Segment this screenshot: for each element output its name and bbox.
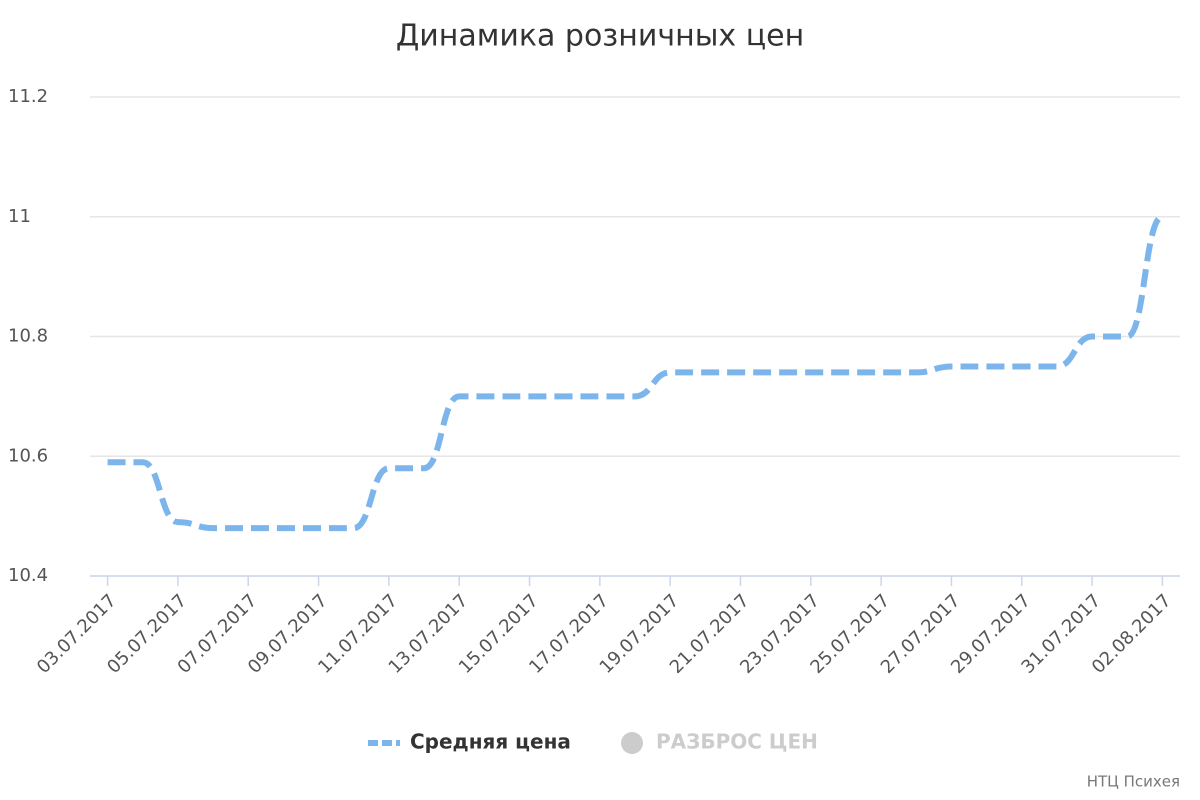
credit[interactable]: НТЦ Психея [1087, 773, 1180, 791]
legend-label[interactable]: РАЗБРОС ЦЕН [656, 730, 818, 754]
y-tick-label: 10.8 [8, 326, 48, 347]
legend-symbol[interactable] [621, 732, 643, 754]
y-tick-label: 11 [8, 206, 31, 227]
chart-title: Динамика розничных цен [396, 19, 804, 54]
legend-label[interactable]: Средняя цена [410, 730, 571, 754]
series-line [107, 213, 1164, 532]
y-tick-label: 10.6 [8, 445, 48, 466]
y-tick-label: 10.4 [8, 565, 48, 586]
y-tick-label: 11.2 [8, 86, 48, 107]
